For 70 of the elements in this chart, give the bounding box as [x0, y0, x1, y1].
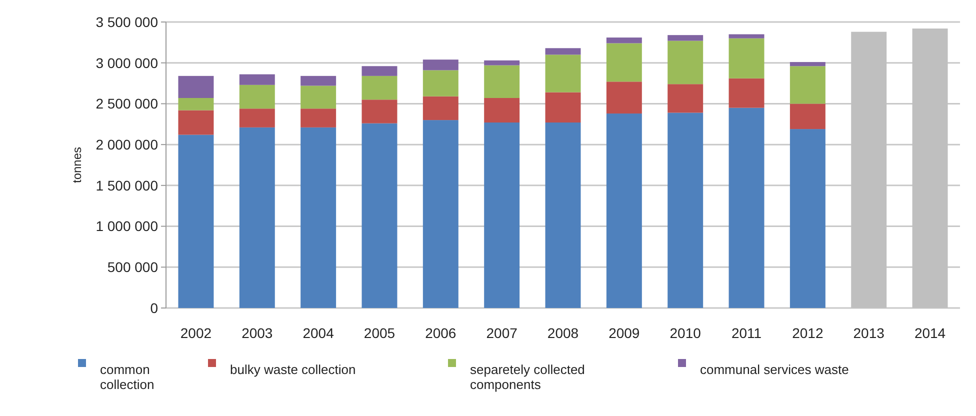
bar: [728, 108, 764, 308]
bar: [422, 120, 458, 308]
bar: [606, 38, 642, 44]
bar: [484, 60, 520, 66]
y-tick-label: 0: [150, 300, 158, 316]
x-tick-label: 2012: [792, 325, 824, 341]
legend-label: separetely collected components: [470, 362, 585, 392]
bar: [790, 104, 826, 130]
x-tick-label: 2004: [302, 325, 334, 341]
bar: [728, 78, 764, 108]
y-tick-label: 2 000 000: [96, 136, 158, 152]
legend-label: communal services waste: [700, 362, 849, 377]
y-tick-label: 1 500 000: [96, 177, 158, 194]
x-tick-label: 2014: [914, 325, 946, 341]
bar: [606, 114, 642, 308]
bar: [178, 134, 214, 308]
bar: [728, 34, 764, 38]
legend-label: bulky waste collection: [230, 362, 356, 377]
bar: [362, 66, 398, 76]
bar: [178, 76, 214, 98]
bar: [362, 123, 398, 308]
bar: [362, 100, 398, 124]
bar: [484, 65, 520, 98]
x-tick-label: 2009: [608, 325, 640, 341]
bar: [484, 122, 520, 308]
bar: [790, 129, 826, 308]
bar: [545, 48, 581, 55]
bar: [728, 38, 764, 78]
legend-label: common collection: [100, 362, 154, 392]
bar: [239, 108, 275, 128]
bar: [362, 76, 398, 100]
x-tick-label: 2005: [364, 325, 396, 341]
x-tick-label: 2010: [670, 325, 702, 341]
bar: [545, 54, 581, 92]
x-tick-label: 2003: [242, 325, 273, 341]
x-tick-label: 2006: [425, 325, 456, 341]
bar: [239, 127, 275, 308]
x-tick-label: 2011: [731, 325, 762, 341]
bar: [300, 127, 336, 308]
bar: [300, 76, 336, 86]
y-tick-label: 3 000 000: [96, 54, 158, 71]
bar: [606, 43, 642, 82]
bar: [668, 35, 704, 41]
bar: [790, 66, 826, 104]
y-axis-title: tonnes: [70, 146, 84, 184]
bar: [484, 98, 520, 123]
x-tick-label: 2002: [180, 325, 212, 341]
bar: [422, 96, 458, 120]
bar: [422, 60, 458, 70]
bar: [668, 40, 704, 84]
x-tick-label: 2007: [486, 325, 518, 341]
y-tick-label: 500 000: [107, 259, 158, 276]
y-tick-label: 3 500 000: [96, 14, 158, 30]
bar: [668, 84, 704, 113]
bar: [606, 82, 642, 114]
bar: [668, 112, 704, 308]
x-tick-label: 2008: [547, 325, 579, 341]
bar: [300, 108, 336, 128]
x-tick-label: 2013: [853, 325, 885, 341]
y-tick-label: 2 500 000: [96, 96, 158, 112]
y-tick-label: 1 000 000: [96, 218, 158, 234]
bar: [239, 84, 275, 109]
bar: [545, 122, 581, 308]
bar: [790, 62, 826, 66]
bar: [545, 92, 581, 123]
bar: [422, 70, 458, 96]
bar: [300, 86, 336, 109]
bar: [239, 74, 275, 85]
bar: [178, 110, 214, 135]
bar: [178, 98, 214, 110]
